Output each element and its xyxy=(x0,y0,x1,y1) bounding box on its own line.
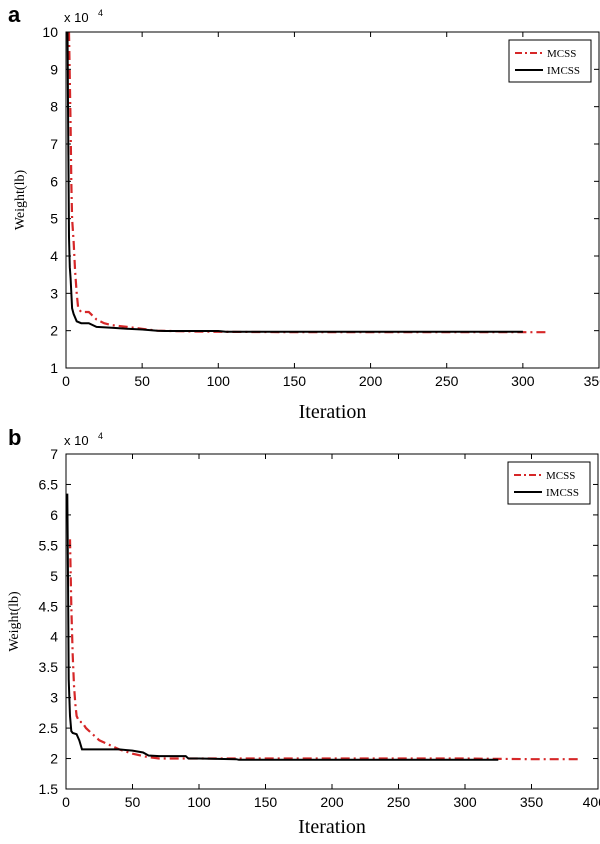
x-tick-label: 250 xyxy=(387,794,411,810)
x-tick-label: 50 xyxy=(134,373,150,389)
x-tick-label: 400 xyxy=(583,794,600,810)
legend: MCSS IMCSS xyxy=(508,39,592,83)
legend-box xyxy=(507,461,591,505)
x-tick-label: 0 xyxy=(62,794,70,810)
y-tick-label: 9 xyxy=(50,61,58,77)
x-tick-label: 200 xyxy=(359,373,383,389)
legend-box xyxy=(508,39,592,83)
y-tick-label: 5 xyxy=(50,211,58,227)
legend-label-imcss: IMCSS xyxy=(546,487,579,499)
y-tick-label: 3 xyxy=(50,690,58,706)
x-tick-label: 100 xyxy=(187,794,211,810)
chart-panel-a: a x 10 4 0 50 100 150 200 250 300 350 1 2 3 4 5 6 7 8 9 10 It… xyxy=(8,2,600,423)
y-exponent-label: x 10 xyxy=(64,433,89,448)
legend-label-imcss: IMCSS xyxy=(547,65,580,77)
x-tick-label: 0 xyxy=(62,373,70,389)
y-tick-label: 2 xyxy=(50,751,58,767)
x-tick-label: 250 xyxy=(435,373,459,389)
x-axis-label: Iteration xyxy=(298,816,366,838)
panel-letter: a xyxy=(8,2,21,27)
x-tick-label: 300 xyxy=(511,373,535,389)
y-axis-label: Weight(lb) xyxy=(7,591,22,652)
y-exponent-label: x 10 xyxy=(64,10,89,25)
x-tick-label: 150 xyxy=(254,794,278,810)
x-axis-label: Iteration xyxy=(299,401,367,423)
series-line-imcss xyxy=(66,493,499,761)
chart-panel-b: b x 10 4 0 50 100 150 200 250 300 350 400 1.5 2 2.5 3 3.… xyxy=(7,425,600,838)
y-tick-label: 2 xyxy=(50,323,58,339)
legend-label-mcss: MCSS xyxy=(546,470,575,482)
y-tick-label: 4.5 xyxy=(39,598,59,614)
y-tick-label: 5 xyxy=(50,568,58,584)
y-tick-label: 7 xyxy=(50,136,58,152)
y-tick-label: 1 xyxy=(50,360,58,376)
y-tick-label: 5.5 xyxy=(39,537,59,553)
series-line-mcss xyxy=(68,539,579,761)
legend-label-mcss: MCSS xyxy=(547,48,576,60)
x-tick-label: 350 xyxy=(584,373,600,389)
x-tick-label: 50 xyxy=(125,794,141,810)
legend: MCSS IMCSS xyxy=(507,461,591,505)
y-tick-label: 8 xyxy=(50,99,58,115)
y-tick-label: 4 xyxy=(50,629,58,645)
y-exponent-power: 4 xyxy=(98,8,103,18)
y-exponent-power: 4 xyxy=(98,431,103,441)
series-line-mcss xyxy=(67,32,546,334)
y-axis-label: Weight(lb) xyxy=(13,170,28,231)
series-line-imcss xyxy=(66,32,523,333)
y-tick-label: 3.5 xyxy=(39,659,59,675)
y-tick-label: 3 xyxy=(50,285,58,301)
panel-letter: b xyxy=(8,425,21,450)
y-tick-label: 4 xyxy=(50,248,58,264)
plot-frame xyxy=(65,31,600,369)
y-tick-label: 2.5 xyxy=(39,720,59,736)
y-tick-label: 1.5 xyxy=(39,781,59,797)
y-tick-label: 6 xyxy=(50,173,58,189)
y-tick-label: 7 xyxy=(50,446,58,462)
y-tick-label: 6.5 xyxy=(39,476,59,492)
y-tick-label: 10 xyxy=(42,24,58,40)
x-tick-label: 350 xyxy=(520,794,544,810)
x-tick-label: 150 xyxy=(283,373,307,389)
y-tick-label: 6 xyxy=(50,507,58,523)
x-tick-label: 200 xyxy=(320,794,344,810)
x-tick-label: 100 xyxy=(207,373,231,389)
x-tick-label: 300 xyxy=(453,794,477,810)
